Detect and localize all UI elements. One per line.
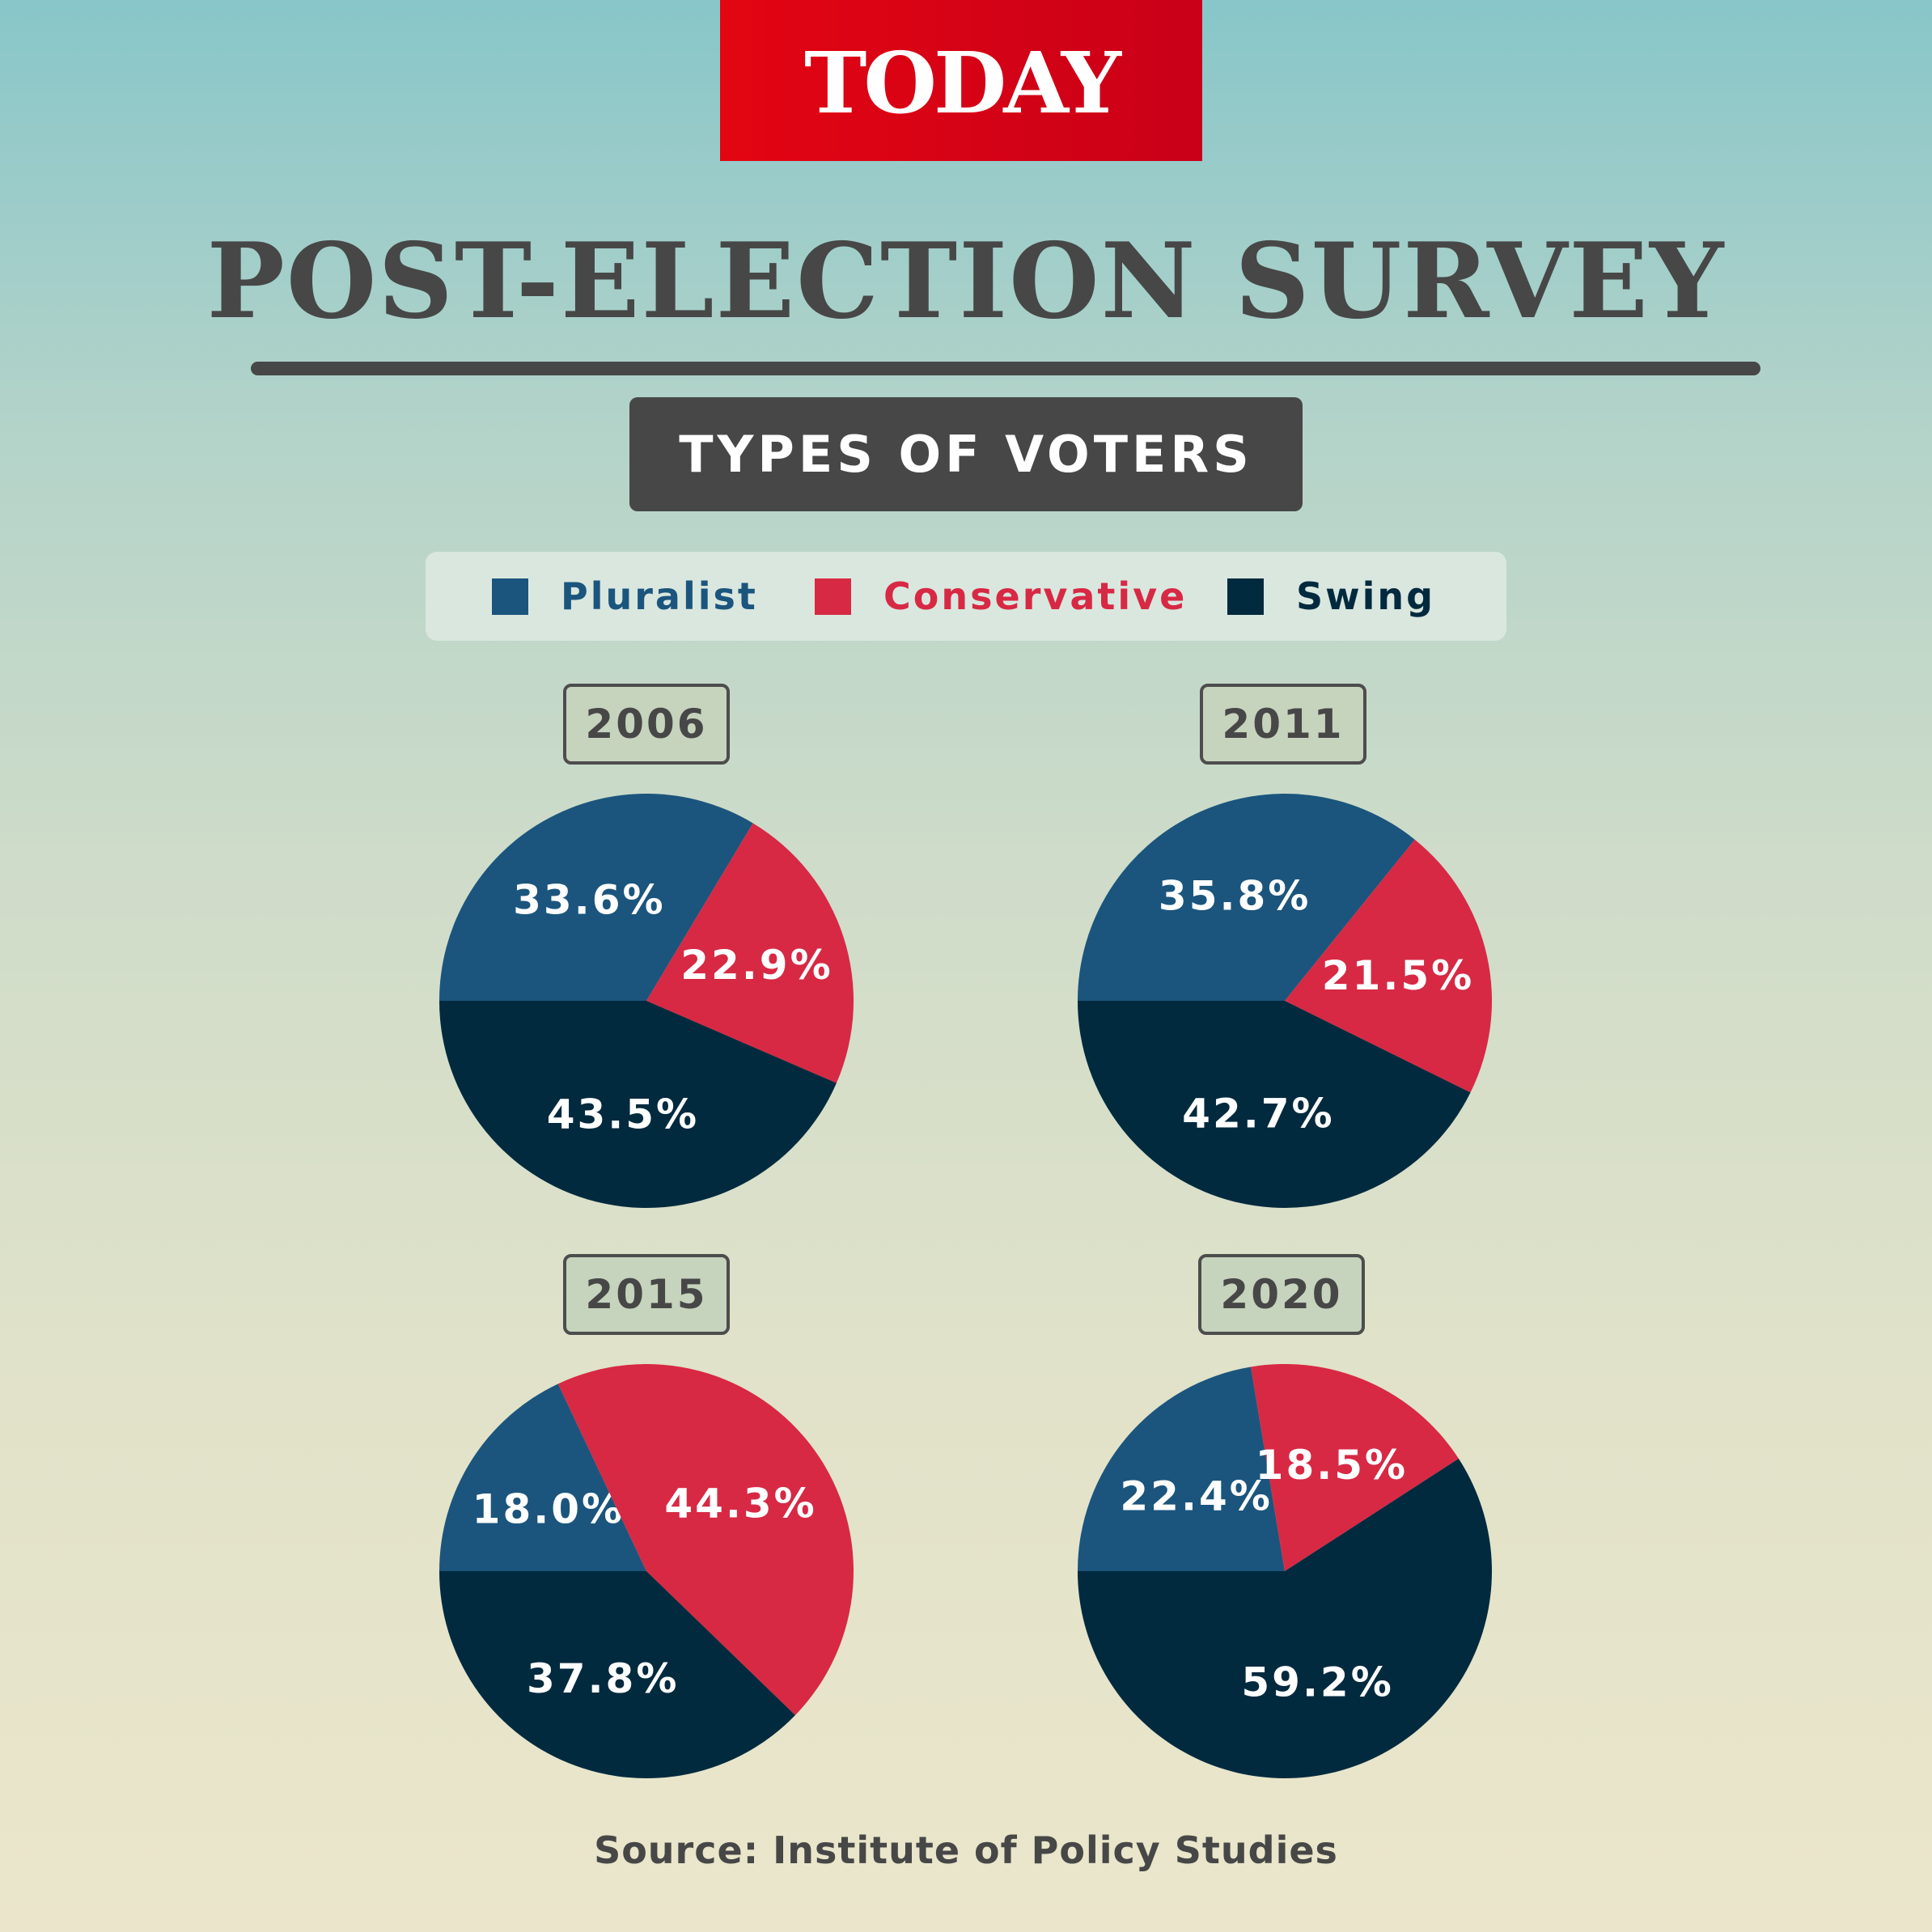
today-logo: TODAY — [720, 0, 1202, 161]
legend-label-pluralist: Pluralist — [561, 574, 758, 618]
pie-label-conservative: 22.9% — [680, 942, 833, 989]
pie-slice-pluralist — [439, 793, 753, 1001]
legend-swatch-conservative — [815, 578, 851, 615]
pie-label-pluralist: 22.4% — [1120, 1472, 1272, 1519]
legend-item-swing: Swing — [1227, 552, 1435, 641]
legend-item-conservative: Conservative — [815, 552, 1187, 641]
logo-text: TODAY — [804, 33, 1121, 133]
pie-slice-pluralist — [439, 1383, 646, 1571]
pie-chart-2020: 22.4%18.5% 59.2% — [1078, 1364, 1492, 1778]
pie-label-pluralist: 35.8% — [1159, 873, 1311, 920]
chart-legend: Pluralist Conservative Swing — [426, 552, 1506, 641]
pie-slice-conservative — [646, 823, 854, 1083]
pie-slice-swing — [1078, 1001, 1471, 1208]
year-label-2015: 2015 — [563, 1254, 730, 1335]
year-label-2011: 2011 — [1200, 684, 1366, 765]
pie-slice-pluralist — [1078, 1366, 1285, 1571]
year-label-2006: 2006 — [563, 684, 730, 765]
pie-slice-swing — [1078, 1458, 1492, 1778]
pie-slice-swing — [439, 1571, 795, 1778]
pie-slice-pluralist — [1078, 794, 1415, 1001]
pie-slice-conservative — [557, 1364, 854, 1716]
pie-label-pluralist: 18.0% — [472, 1485, 625, 1532]
pie-slice-conservative — [1251, 1364, 1459, 1571]
pie-label-conservative: 21.5% — [1322, 952, 1474, 999]
pie-label-swing: 59.2% — [1241, 1659, 1393, 1705]
pie-chart-2015: 18.0% 44.3% 37.8% — [439, 1364, 854, 1778]
subtitle-banner: TYPES OF VOTERS — [629, 397, 1303, 511]
pie-label-swing: 43.5% — [547, 1091, 699, 1138]
legend-label-conservative: Conservative — [883, 574, 1188, 618]
pie-label-swing: 42.7% — [1182, 1091, 1334, 1138]
pie-label-conservative: 44.3% — [664, 1481, 816, 1527]
legend-swatch-swing — [1227, 578, 1264, 615]
pie-slice-conservative — [1285, 839, 1492, 1093]
page-title: POST-ELECTION SURVEY — [206, 221, 1726, 342]
title-underline — [251, 362, 1760, 375]
legend-label-swing: Swing — [1296, 574, 1436, 618]
pie-label-swing: 37.8% — [527, 1655, 679, 1702]
pie-chart-2006: 33.6% 22.9% 43.5% — [439, 793, 854, 1208]
source-note: Source: Institute of Policy Studies — [594, 1828, 1338, 1872]
legend-item-pluralist: Pluralist — [492, 552, 758, 641]
pie-label-pluralist: 33.6% — [513, 876, 665, 923]
pie-label-conservative: 18.5% — [1256, 1442, 1408, 1489]
pie-chart-2011: 35.8%21.5% 42.7% — [1078, 794, 1492, 1208]
pie-slice-swing — [439, 1001, 837, 1208]
year-label-2020: 2020 — [1198, 1254, 1365, 1335]
legend-swatch-pluralist — [492, 578, 528, 615]
